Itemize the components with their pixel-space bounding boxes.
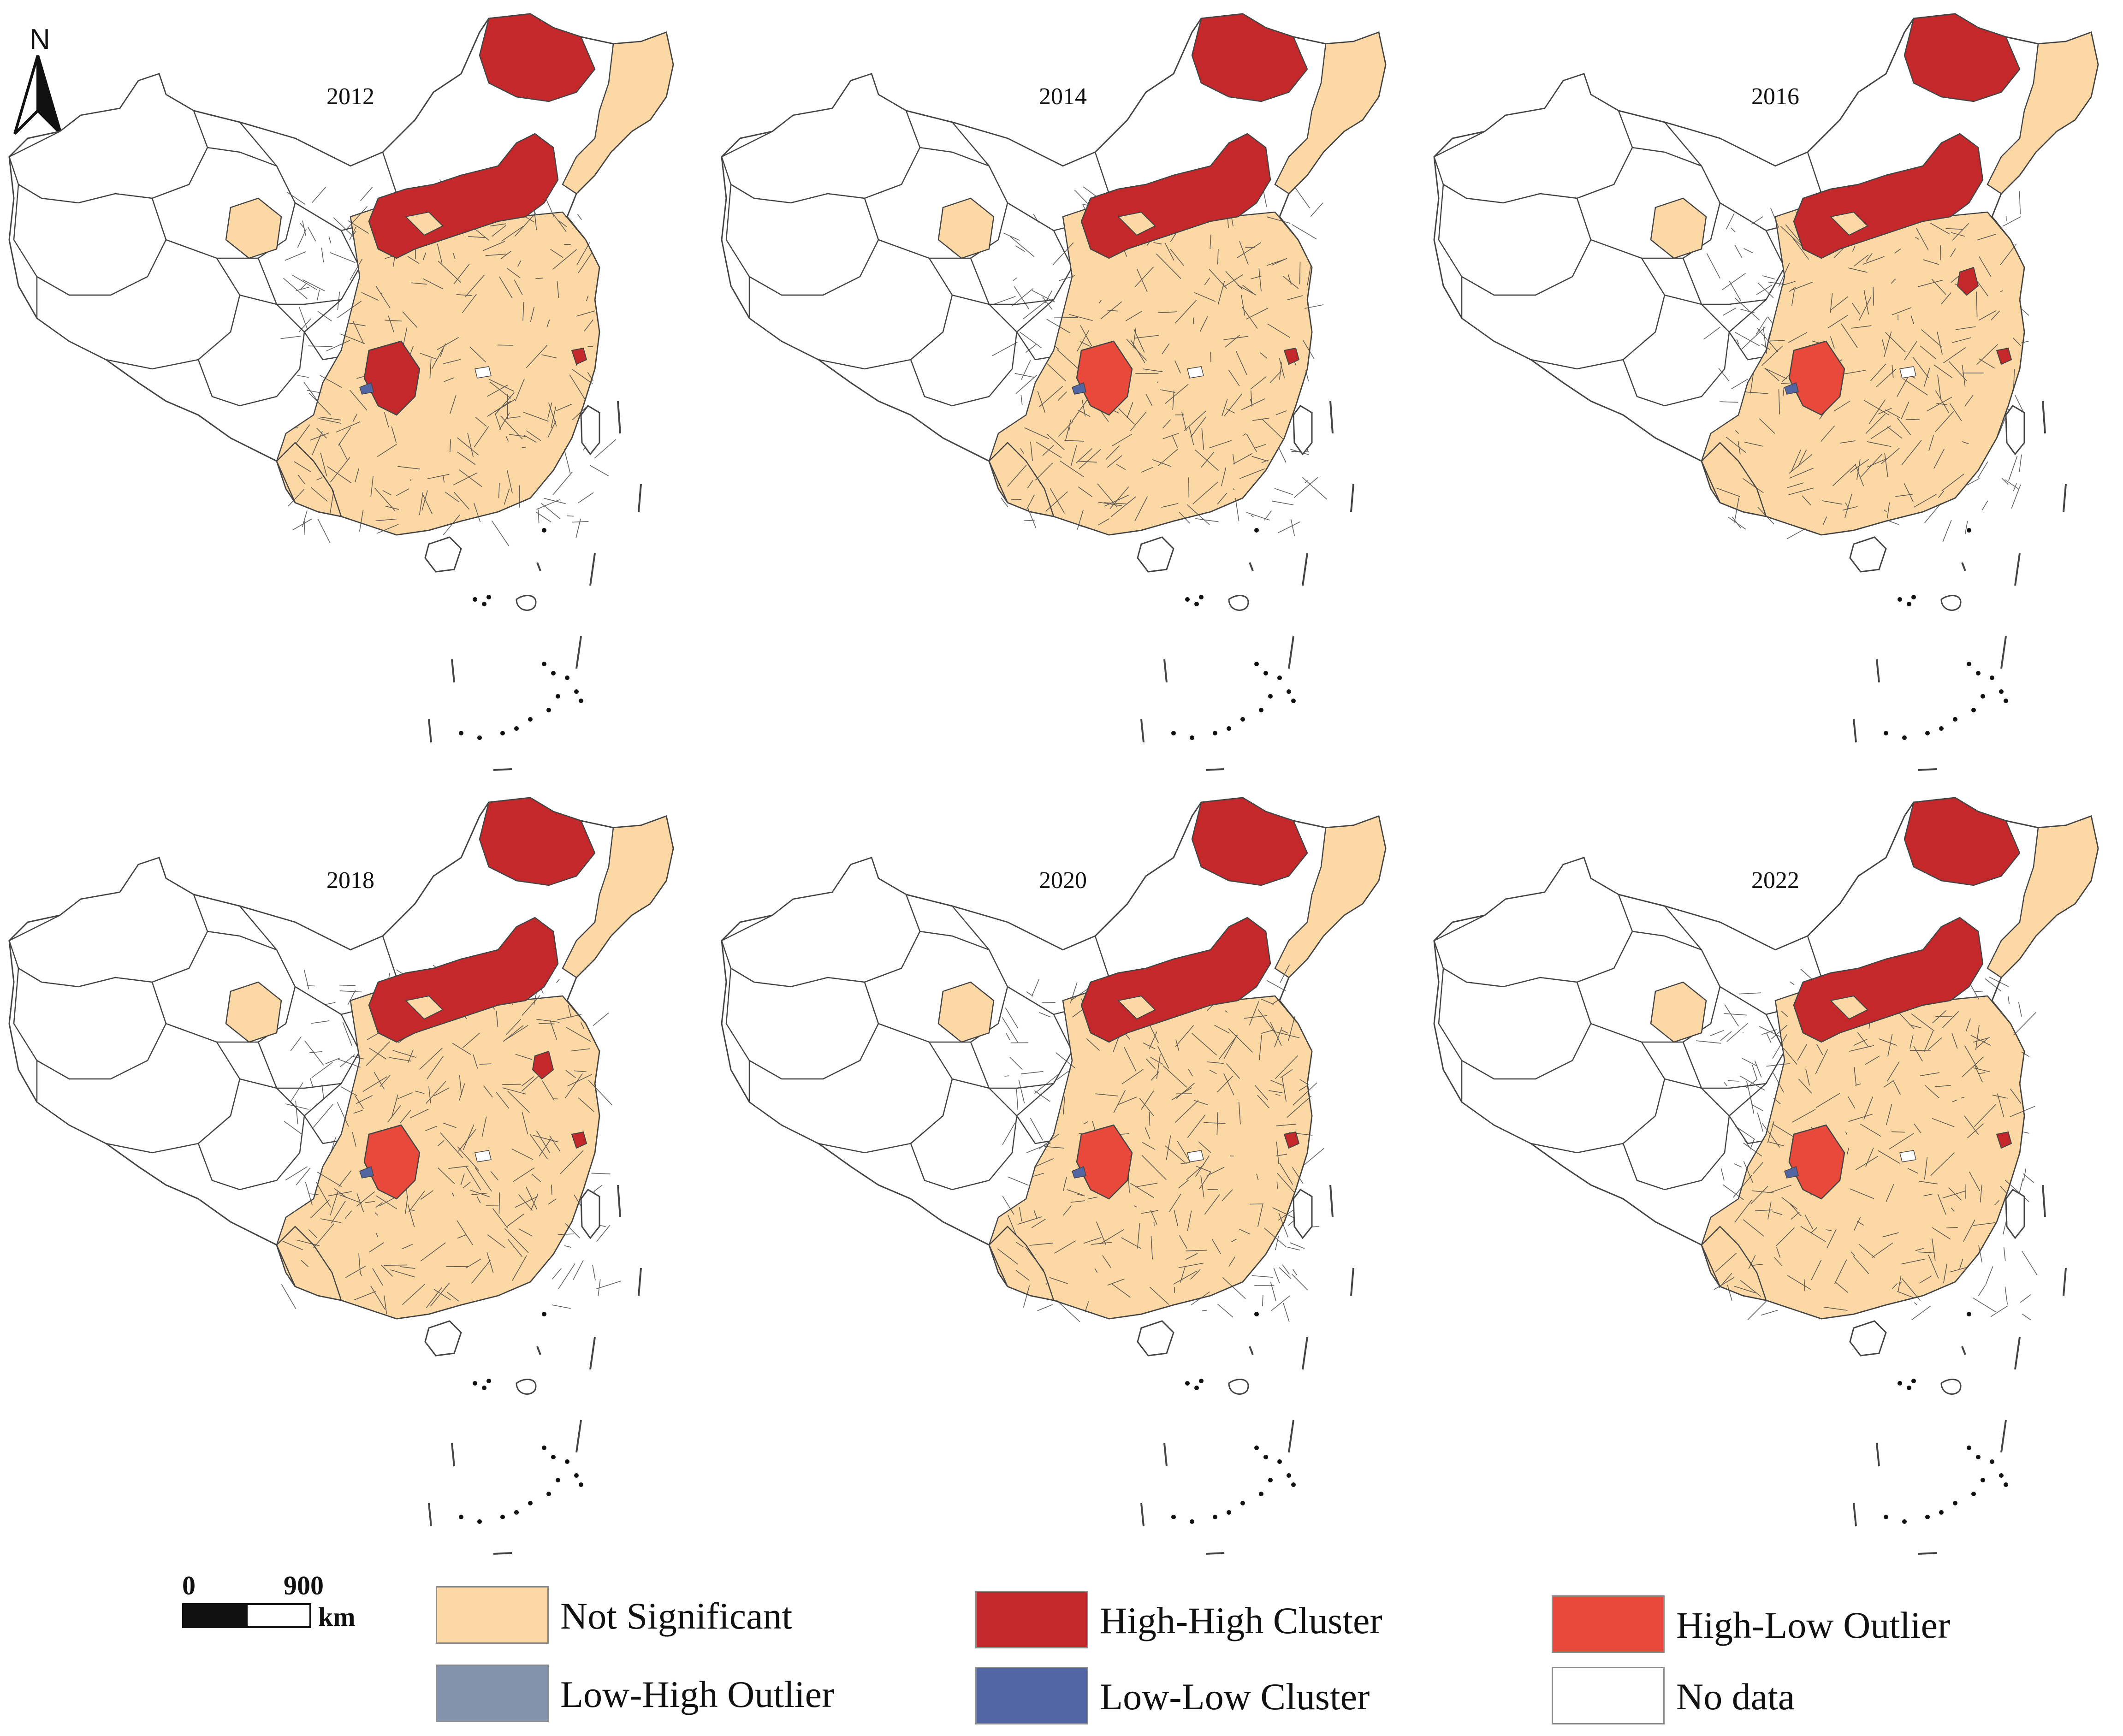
scale-bar-graphic: [182, 1603, 311, 1628]
scale-start: 0: [182, 1570, 196, 1600]
legend-label-low-high-outlier: Low-High Outlier: [560, 1673, 835, 1715]
legend-swatch-high-high-cluster: [975, 1591, 1088, 1648]
north-arrow: N: [10, 23, 70, 143]
legend-label-not-significant: Not Significant: [560, 1595, 793, 1637]
scale-end: 900: [284, 1570, 324, 1600]
map-panel-2020: 2020: [712, 784, 1404, 1568]
map-graphic: [8, 13, 674, 771]
legend-swatch-high-low-outlier: [1552, 1595, 1665, 1653]
panel-year-label: 2012: [326, 83, 374, 110]
map-panel-2014: 2014: [712, 0, 1404, 784]
map-panel-2018: 2018: [0, 784, 692, 1568]
legend-swatch-no-data: [1552, 1667, 1665, 1724]
map-graphic: [1433, 797, 2099, 1555]
panel-year-label: 2014: [1039, 83, 1087, 110]
scale-unit: km: [318, 1602, 356, 1632]
legend-label-no-data: No data: [1676, 1676, 1795, 1718]
map-panel-2022: 2022: [1425, 784, 2117, 1568]
map-graphic: [721, 797, 1387, 1555]
legend-swatch-low-low-cluster: [975, 1667, 1088, 1724]
map-graphic: [721, 13, 1387, 771]
map-panel-2012: 2012: [0, 0, 692, 784]
legend-label-high-high-cluster: High-High Cluster: [1100, 1600, 1382, 1641]
legend-swatch-not-significant: [436, 1586, 549, 1644]
legend-label-high-low-outlier: High-Low Outlier: [1676, 1604, 1951, 1646]
panel-year-label: 2018: [326, 867, 374, 894]
panel-year-label: 2016: [1751, 83, 1799, 110]
panel-year-label: 2020: [1039, 867, 1087, 894]
legend-label-low-low-cluster: Low-Low Cluster: [1100, 1676, 1370, 1718]
panel-year-label: 2022: [1751, 867, 1799, 894]
map-graphic: [1433, 13, 2099, 771]
scale-bar: 0 900 km: [182, 1570, 376, 1635]
north-label: N: [30, 24, 50, 55]
map-panel-2016: 2016: [1425, 0, 2117, 784]
map-graphic: [8, 797, 674, 1555]
north-arrow-icon: [13, 55, 62, 135]
legend-swatch-low-high-outlier: [436, 1665, 549, 1722]
